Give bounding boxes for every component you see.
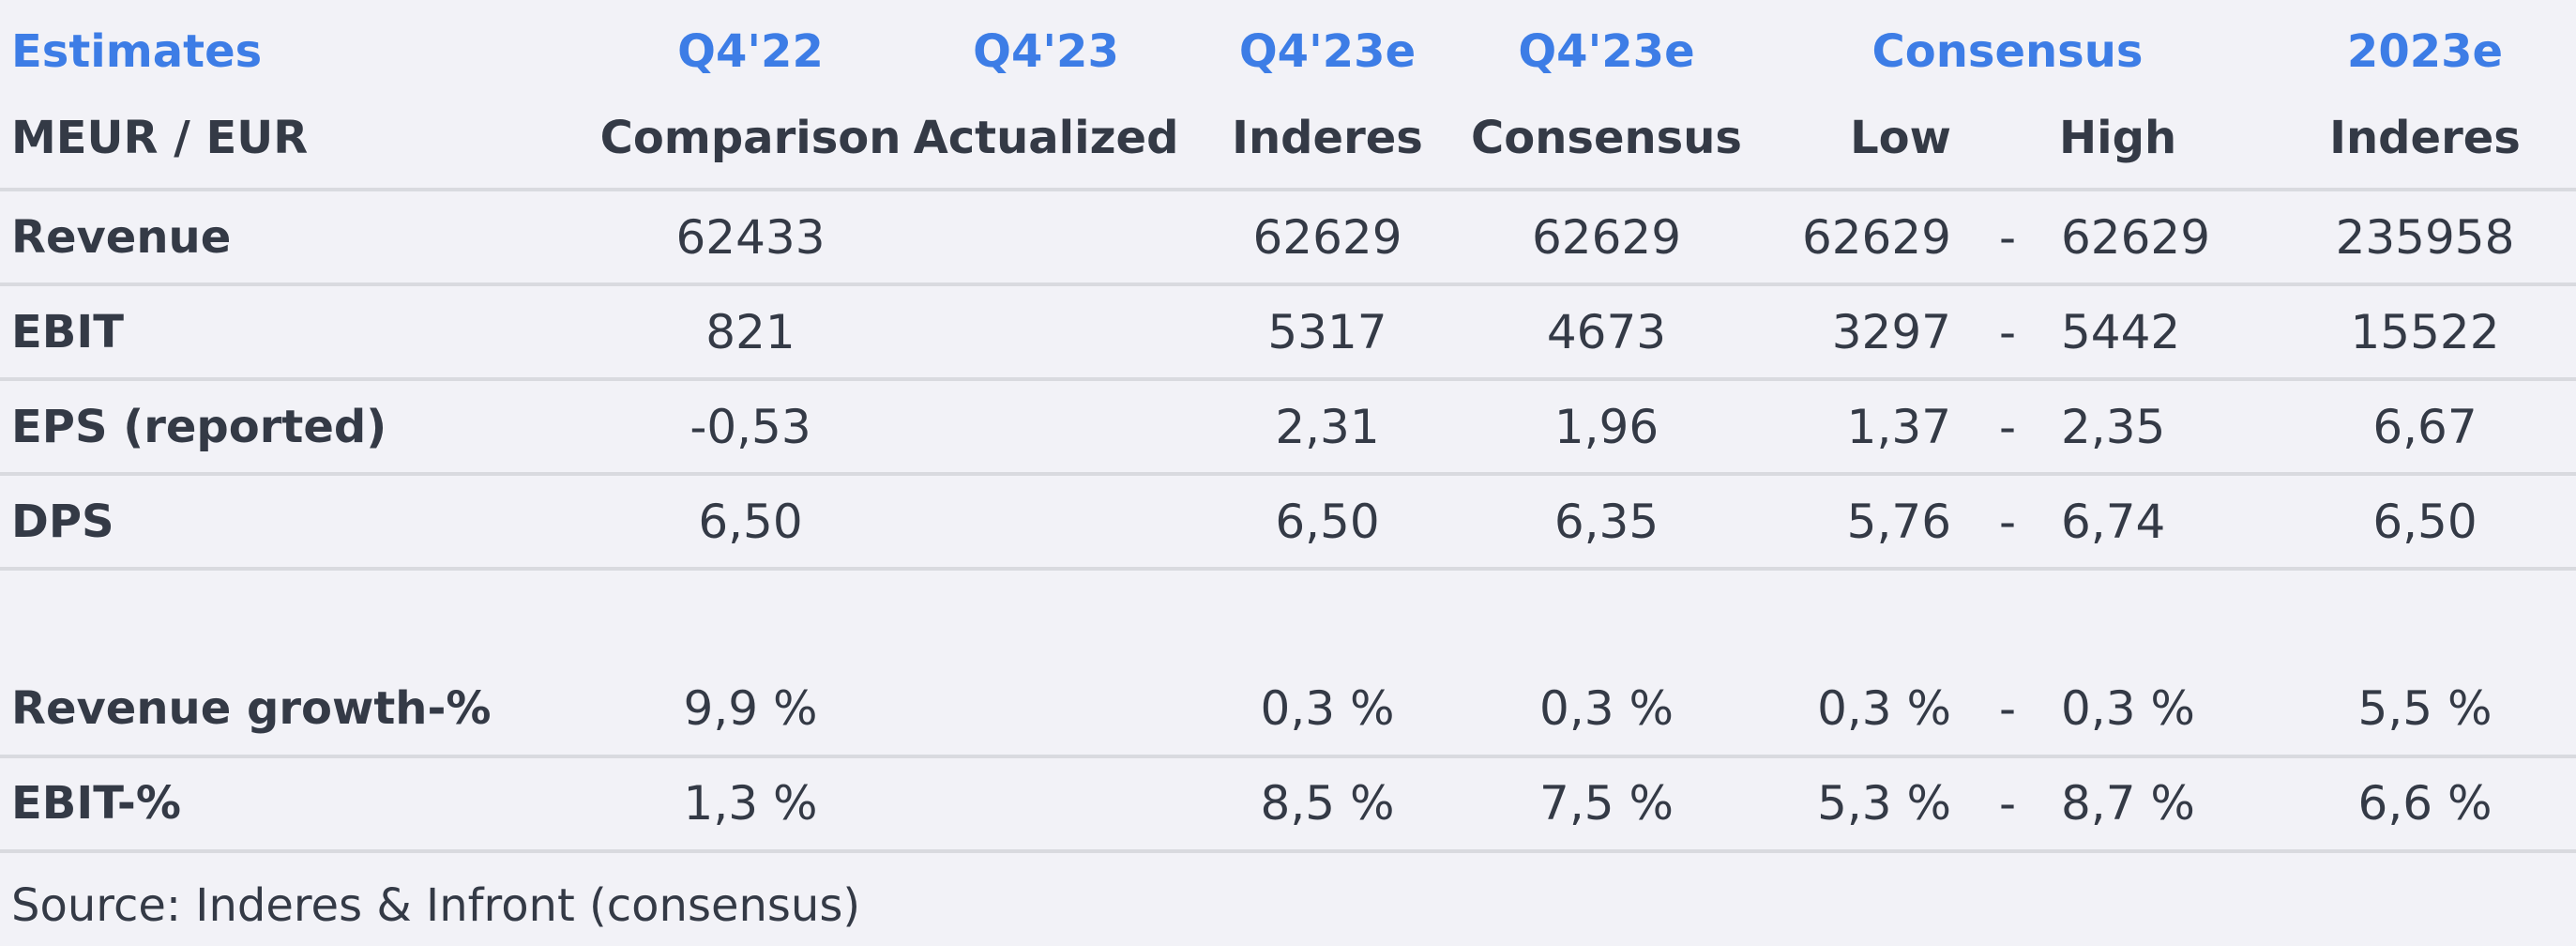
cell-actualized xyxy=(896,381,1196,473)
table-row: EBIT 821 5317 4673 3297 - 5442 15522 xyxy=(0,286,2576,381)
cell-range-dash: - xyxy=(1998,305,2017,359)
row-separator xyxy=(0,755,2576,758)
cell-comparison: 1,3 % xyxy=(683,776,818,831)
cell-year-inderes: 6,6 % xyxy=(2357,776,2493,831)
cell-comparison: 6,50 xyxy=(698,495,803,549)
row-separator xyxy=(0,282,2576,286)
cell-consensus: 7,5 % xyxy=(1539,776,1674,831)
cell-consensus: 0,3 % xyxy=(1539,681,1674,736)
cell-high: 2,35 xyxy=(2061,400,2166,454)
cell-inderes: 5317 xyxy=(1267,305,1387,359)
cell-range-dash: - xyxy=(1998,681,2017,736)
header-inderes: Inderes xyxy=(1232,112,1423,164)
table-row: EBIT-% 1,3 % 8,5 % 7,5 % 5,3 % - 8,7 % 6… xyxy=(0,757,2576,852)
cell-comparison: 9,9 % xyxy=(683,681,818,736)
row-separator xyxy=(0,567,2576,571)
cell-inderes: 8,5 % xyxy=(1260,776,1395,831)
row-separator xyxy=(0,849,2576,853)
cell-consensus: 4673 xyxy=(1546,305,1667,359)
cell-range-dash: - xyxy=(1998,776,2017,831)
header-estimates: Estimates xyxy=(11,25,263,78)
cell-low: 0,3 % xyxy=(1817,681,1951,736)
header-comparison: Comparison xyxy=(599,112,902,164)
cell-comparison: -0,53 xyxy=(689,400,811,454)
row-separator xyxy=(0,377,2576,381)
cell-comparison: 821 xyxy=(705,305,796,359)
header-actualized: Actualized xyxy=(913,112,1179,164)
header-2023e: 2023e xyxy=(2346,25,2504,78)
cell-consensus: 1,96 xyxy=(1553,400,1659,454)
cell-inderes: 2,31 xyxy=(1275,400,1380,454)
header-year-inderes: Inderes xyxy=(2329,112,2521,164)
cell-range-dash: - xyxy=(1998,400,2017,454)
header-consensus: Consensus xyxy=(1471,112,1742,164)
cell-high: 6,74 xyxy=(2061,495,2166,549)
header-high: High xyxy=(2059,112,2177,164)
row-label: EBIT xyxy=(11,306,124,359)
cell-year-inderes: 6,67 xyxy=(2372,400,2478,454)
cell-range-dash: - xyxy=(1998,495,2017,549)
cell-year-inderes: 5,5 % xyxy=(2357,681,2493,736)
table-row: Revenue growth-% 9,9 % 0,3 % 0,3 % 0,3 %… xyxy=(0,663,2576,757)
row-label: Revenue growth-% xyxy=(11,682,492,735)
header-separator xyxy=(0,188,2576,191)
cell-inderes: 62629 xyxy=(1252,210,1402,265)
cell-actualized xyxy=(896,191,1196,283)
cell-consensus: 62629 xyxy=(1531,210,1682,265)
row-separator xyxy=(0,472,2576,476)
cell-inderes: 0,3 % xyxy=(1260,681,1395,736)
cell-actualized xyxy=(896,476,1196,568)
cell-actualized xyxy=(896,757,1196,849)
table-row: Revenue 62433 62629 62629 62629 - 62629 … xyxy=(0,191,2576,286)
cell-inderes: 6,50 xyxy=(1275,495,1380,549)
cell-low: 62629 xyxy=(1801,210,1951,265)
row-label: EBIT-% xyxy=(11,777,181,830)
cell-high: 62629 xyxy=(2061,210,2211,265)
header-q4-23: Q4'23 xyxy=(973,25,1119,78)
header-q4-23e-consensus: Q4'23e xyxy=(1518,25,1695,78)
cell-low: 5,76 xyxy=(1846,495,1951,549)
cell-year-inderes: 15522 xyxy=(2350,305,2500,359)
source-note: Source: Inderes & Infront (consensus) xyxy=(11,879,861,932)
header-meur-eur: MEUR / EUR xyxy=(11,112,309,164)
table-row: DPS 6,50 6,50 6,35 5,76 - 6,74 6,50 xyxy=(0,476,2576,571)
cell-high: 8,7 % xyxy=(2061,776,2195,831)
cell-year-inderes: 6,50 xyxy=(2372,495,2478,549)
cell-range-dash: - xyxy=(1998,210,2017,265)
cell-high: 5442 xyxy=(2061,305,2181,359)
row-label: DPS xyxy=(11,496,114,548)
cell-consensus: 6,35 xyxy=(1553,495,1659,549)
cell-comparison: 62433 xyxy=(675,210,826,265)
cell-actualized xyxy=(896,286,1196,378)
cell-high: 0,3 % xyxy=(2061,681,2195,736)
cell-low: 3297 xyxy=(1831,305,1951,359)
header-q4-23e-inderes: Q4'23e xyxy=(1238,25,1417,78)
header-q4-22: Q4'22 xyxy=(677,25,824,78)
row-label: EPS (reported) xyxy=(11,401,387,453)
cell-low: 5,3 % xyxy=(1817,776,1951,831)
header-low: Low xyxy=(1850,112,1951,164)
header-consensus-range: Consensus xyxy=(1871,25,2144,78)
row-label: Revenue xyxy=(11,211,232,264)
cell-low: 1,37 xyxy=(1846,400,1951,454)
cell-year-inderes: 235958 xyxy=(2335,210,2515,265)
table-row: EPS (reported) -0,53 2,31 1,96 1,37 - 2,… xyxy=(0,381,2576,476)
cell-actualized xyxy=(896,663,1196,755)
